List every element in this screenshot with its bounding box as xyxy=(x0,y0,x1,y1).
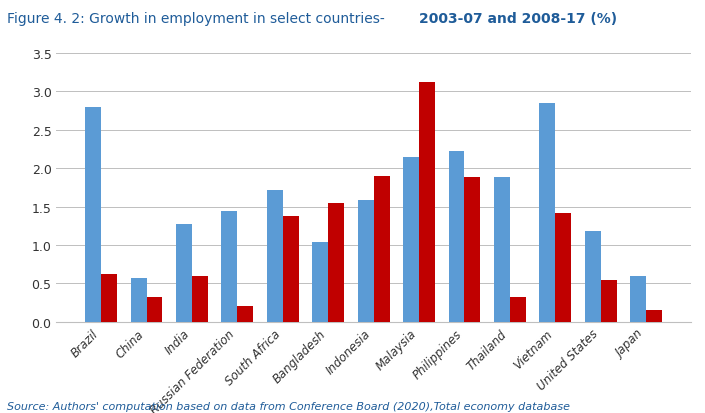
Bar xyxy=(556,213,571,322)
Bar xyxy=(130,278,147,322)
Bar xyxy=(646,311,662,322)
Bar xyxy=(585,232,601,322)
Bar xyxy=(494,178,510,322)
Bar xyxy=(448,152,465,322)
Bar xyxy=(267,190,283,322)
Bar xyxy=(403,158,419,322)
Bar xyxy=(539,104,556,322)
Bar xyxy=(85,107,101,322)
Bar xyxy=(329,203,344,322)
Bar xyxy=(312,242,329,322)
Bar xyxy=(176,224,192,322)
Bar xyxy=(283,216,299,322)
Bar xyxy=(221,212,238,322)
Bar xyxy=(630,276,646,322)
Text: 2003-07 and 2008-17 (%): 2003-07 and 2008-17 (%) xyxy=(419,12,618,26)
Bar xyxy=(147,298,162,322)
Bar xyxy=(101,275,117,322)
Bar xyxy=(357,201,374,322)
Bar xyxy=(510,297,526,322)
Text: Source: Authors' computation based on data from Conference Board (2020),Total ec: Source: Authors' computation based on da… xyxy=(7,401,570,411)
Bar xyxy=(238,306,253,322)
Bar xyxy=(374,176,390,322)
Bar xyxy=(465,178,480,322)
Bar xyxy=(419,83,435,322)
Bar xyxy=(192,276,208,322)
Bar xyxy=(601,280,617,322)
Text: Figure 4. 2: Growth in employment in select countries-: Figure 4. 2: Growth in employment in sel… xyxy=(7,12,385,26)
